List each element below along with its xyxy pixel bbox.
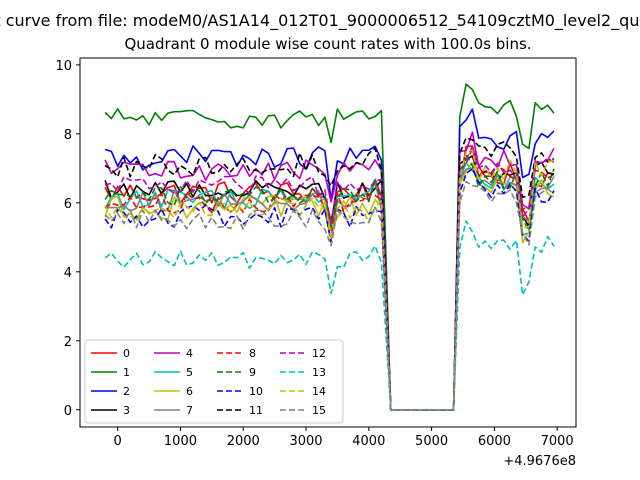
series-line-9 [104,154,555,411]
chart-suptitle: Plotting light curve from file: modeM0/A… [0,11,640,31]
legend-label-11: 11 [249,404,263,417]
y-tick-label: 0 [64,404,72,419]
x-tick-label: 4000 [352,434,385,449]
y-tick-label: 8 [64,128,72,143]
legend-label-2: 2 [123,385,130,398]
y-tick-label: 10 [55,59,72,74]
series-line-4 [104,131,555,411]
legend-label-9: 9 [249,366,256,379]
chart-title: Quadrant 0 module wise count rates with … [124,35,531,53]
series-line-13 [104,220,555,411]
x-tick-label: 1000 [164,434,197,449]
series-line-14 [104,149,555,411]
legend-label-10: 10 [249,385,263,398]
series-line-15 [104,180,555,411]
x-tick-label: 7000 [541,434,574,449]
series-line-12 [104,145,555,411]
x-tick-label: 2000 [227,434,260,449]
series-line-10 [104,167,555,411]
series-line-2 [104,108,555,411]
x-tick-label: 0 [114,434,122,449]
legend-label-6: 6 [186,385,193,398]
legend-label-15: 15 [312,404,326,417]
legend-label-0: 0 [123,347,130,360]
legend-label-13: 13 [312,366,326,379]
y-tick-label: 4 [64,266,72,281]
series-line-1 [104,83,555,411]
legend-label-5: 5 [186,366,193,379]
y-tick-label: 6 [64,197,72,212]
series-line-11 [104,137,555,411]
legend-label-1: 1 [123,366,130,379]
legend-label-4: 4 [186,347,193,360]
plot-area [104,83,555,411]
legend-label-14: 14 [312,385,326,398]
legend-label-12: 12 [312,347,326,360]
axes-frame [79,57,577,428]
y-tick-label: 2 [64,335,72,350]
legend-box [84,339,344,424]
x-tick-label: 3000 [289,434,322,449]
legend-label-8: 8 [249,347,256,360]
legend-label-3: 3 [123,404,130,417]
x-tick-label: 5000 [415,434,448,449]
x-tick-label: 6000 [478,434,511,449]
legend-label-7: 7 [186,404,193,417]
series-line-8 [104,147,555,411]
x-offset-label: +4.9676e8 [503,454,576,469]
